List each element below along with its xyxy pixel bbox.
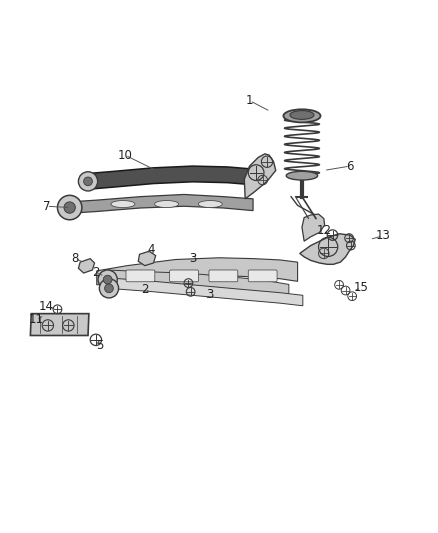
Polygon shape [78,259,95,273]
Text: 5: 5 [96,340,104,352]
Text: 15: 15 [353,281,368,294]
Ellipse shape [286,171,318,180]
FancyBboxPatch shape [126,270,155,282]
Text: 2: 2 [92,266,99,279]
Text: 3: 3 [189,252,197,265]
Polygon shape [97,258,297,285]
Ellipse shape [155,200,179,207]
Circle shape [78,172,98,191]
Ellipse shape [283,109,321,123]
Text: 11: 11 [29,313,44,326]
FancyBboxPatch shape [209,270,238,282]
Polygon shape [70,195,253,213]
Text: 8: 8 [71,252,78,265]
Polygon shape [302,214,325,241]
Polygon shape [88,166,254,189]
Polygon shape [244,154,276,199]
Circle shape [105,284,113,293]
Text: 13: 13 [375,229,390,243]
Polygon shape [108,270,289,297]
Text: 6: 6 [346,159,354,173]
Text: 1: 1 [246,94,253,107]
Text: 10: 10 [118,149,133,161]
Text: 4: 4 [148,243,155,255]
Ellipse shape [290,111,314,119]
Polygon shape [30,313,89,335]
Circle shape [103,275,112,284]
Circle shape [99,279,119,298]
Polygon shape [108,278,303,306]
Text: 2: 2 [141,282,148,296]
Ellipse shape [198,200,222,207]
Circle shape [57,195,82,220]
Circle shape [98,270,117,289]
Text: 3: 3 [207,288,214,301]
Ellipse shape [111,200,135,207]
Circle shape [84,177,92,185]
Text: 14: 14 [39,300,54,313]
FancyBboxPatch shape [170,270,198,282]
Text: 7: 7 [43,200,50,213]
Polygon shape [138,251,155,265]
Text: 12: 12 [316,224,331,237]
Polygon shape [300,234,355,264]
FancyBboxPatch shape [248,270,277,282]
Circle shape [64,202,75,213]
